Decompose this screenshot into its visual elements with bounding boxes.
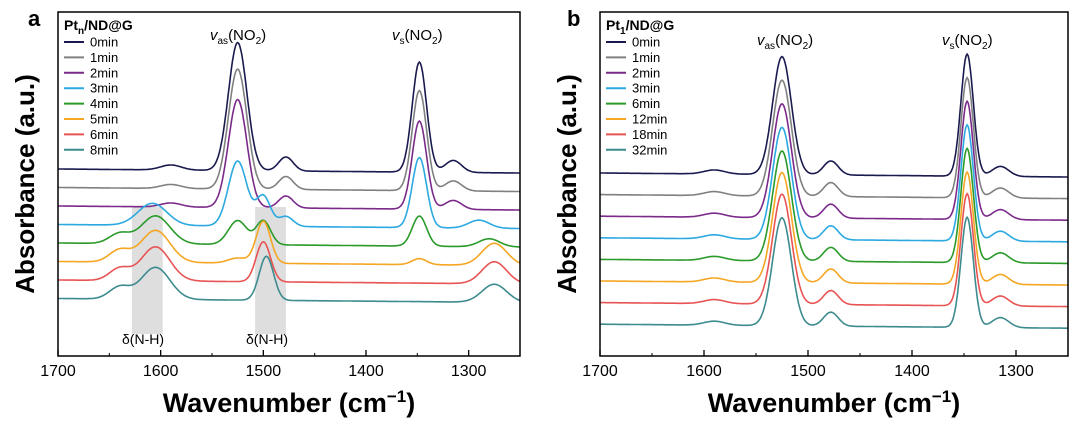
spectrum-8min: [58, 255, 521, 303]
panel-b-y-axis-label: Absorbance (a.u.): [552, 74, 582, 294]
x-tick-label: 1700: [40, 363, 76, 380]
legend-entry-3min: 3min: [632, 81, 660, 96]
panel-a-nh-annotation-1: δ(N-H): [122, 331, 164, 347]
spectrum-6min: [600, 147, 1068, 265]
panel-a-legend-title: Ptn/ND@G: [64, 17, 133, 37]
x-tick-label: 1400: [894, 363, 930, 380]
legend-entry-18min: 18min: [632, 127, 667, 142]
spectrum-12min: [600, 170, 1068, 286]
legend-entry-12min: 12min: [632, 112, 667, 127]
x-tick-label: 1300: [998, 363, 1034, 380]
spectrum-2min: [58, 98, 520, 211]
legend-entry-0min: 0min: [632, 35, 660, 50]
legend-entry-3min: 3min: [90, 81, 118, 96]
panel-a: a 1700 1600 1500 1400 1300 Absorbance (a.u.)…: [10, 6, 521, 418]
spectrum-0min: [58, 41, 520, 174]
spectrum-0min: [600, 52, 1068, 178]
panel-b-vas-annotation: vas(NO2): [757, 32, 813, 52]
legend-entry-6min: 6min: [632, 96, 660, 111]
panel-a-spectra: [58, 41, 521, 303]
spectrum-18min: [600, 192, 1068, 308]
panel-b-letter: b: [567, 6, 580, 31]
spectrum-1min: [600, 76, 1068, 200]
spectrum-6min: [58, 240, 521, 285]
spectrum-1min: [58, 68, 520, 193]
legend-entry-4min: 4min: [90, 96, 118, 111]
legend-entry-5min: 5min: [90, 112, 118, 127]
x-tick-label: 1500: [246, 363, 282, 380]
x-tick-label: 1700: [582, 363, 618, 380]
spectrum-3min: [600, 123, 1068, 243]
panel-b-spectra: [600, 52, 1068, 329]
shaded-region-1: [131, 207, 163, 334]
panel-b-x-axis-label: Wavenumber (cm−1): [708, 387, 960, 418]
panel-a-frame: [57, 11, 521, 357]
spectrum-2min: [600, 99, 1068, 221]
legend-entry-2min: 2min: [632, 65, 660, 80]
x-tick-label: 1600: [686, 363, 722, 380]
panel-b-frame: [599, 11, 1069, 357]
panel-a-x-ticks: 1700 1600 1500 1400 1300: [40, 350, 521, 380]
legend-entry-1min: 1min: [90, 50, 118, 65]
spectrum-5min: [58, 220, 521, 266]
x-tick-label: 1500: [790, 363, 826, 380]
x-tick-label: 1600: [143, 363, 179, 380]
panel-b-vs-annotation: vs(NO2): [942, 32, 993, 52]
panel-b-legend-title: Pt1/ND@G: [606, 17, 674, 37]
spectrum-32min: [600, 215, 1068, 329]
legend-entry-8min: 8min: [90, 142, 118, 157]
legend-entry-0min: 0min: [90, 35, 118, 50]
panel-a-vas-annotation: vas(NO2): [210, 27, 266, 47]
panel-b: b 1700 1600 1500 1400 1300 Absorbance (a.u.)…: [552, 6, 1069, 418]
spectrum-4min: [58, 214, 520, 248]
panel-a-nh-annotation-2: δ(N-H): [246, 331, 288, 347]
panel-a-x-axis-label: Wavenumber (cm−1): [163, 387, 415, 418]
legend-entry-1min: 1min: [632, 50, 660, 65]
legend-entry-32min: 32min: [632, 142, 667, 157]
spectrum-3min: [58, 156, 520, 230]
panel-a-letter: a: [28, 6, 41, 31]
panel-a-vs-annotation: vs(NO2): [392, 27, 443, 47]
x-tick-label: 1300: [451, 363, 487, 380]
x-tick-label: 1400: [348, 363, 384, 380]
panel-a-y-axis-label: Absorbance (a.u.): [10, 74, 40, 294]
legend-entry-2min: 2min: [90, 65, 118, 80]
legend-entry-6min: 6min: [90, 127, 118, 142]
panel-a-shaded-regions: [131, 207, 286, 334]
panel-b-x-ticks: 1700 1600 1500 1400 1300: [582, 350, 1069, 380]
